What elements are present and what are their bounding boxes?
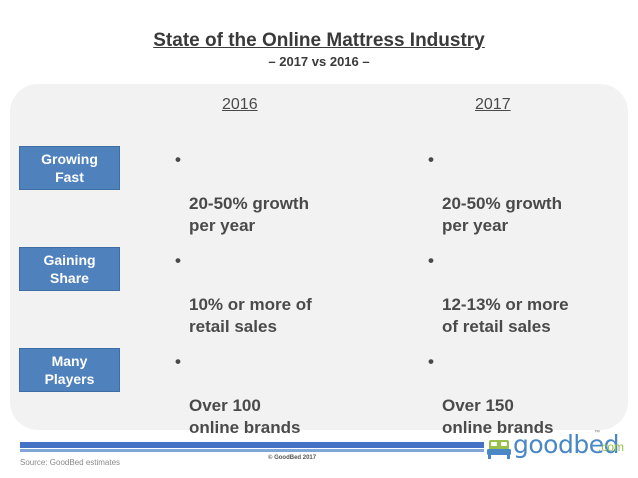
cell-2017-many-players: • Over 150 online brands	[428, 351, 553, 461]
logo-domain-suffix: .com	[598, 440, 625, 454]
bed-icon	[487, 440, 511, 459]
row-label-text: Growing Fast	[41, 151, 98, 185]
cell-2017-growing-fast: • 20-50% growth per year	[428, 149, 562, 259]
row-label-many-players: Many Players	[19, 348, 120, 392]
page-title: State of the Online Mattress Industry	[153, 30, 485, 51]
cell-text: 20-50% growth per year	[189, 194, 309, 235]
bullet: •	[428, 352, 434, 371]
cell-2016-gaining-share: • 10% or more of retail sales	[175, 250, 312, 360]
cell-2016-growing-fast: • 20-50% growth per year	[175, 149, 309, 259]
source-note: Source: GoodBed estimates	[20, 458, 121, 467]
row-label-growing-fast: Growing Fast	[19, 146, 120, 190]
column-header-2017: 2017	[475, 96, 511, 113]
cell-text: 12-13% or more of retail sales	[442, 295, 569, 336]
bullet: •	[175, 150, 181, 169]
row-label-text: Many Players	[44, 353, 95, 387]
footer-bar-accent	[20, 449, 484, 452]
cell-2016-many-players: • Over 100 online brands	[175, 351, 300, 461]
footer-bar	[20, 442, 484, 448]
bullet: •	[428, 150, 434, 169]
cell-text: 10% or more of retail sales	[189, 295, 312, 336]
row-label-gaining-share: Gaining Share	[19, 247, 120, 291]
copyright-note: © GoodBed 2017	[268, 455, 317, 461]
cell-text: Over 150 online brands	[442, 396, 554, 437]
cell-text: 20-50% growth per year	[442, 194, 562, 235]
column-header-2016: 2016	[222, 96, 258, 113]
row-label-text: Gaining Share	[43, 252, 96, 286]
page-subtitle: – 2017 vs 2016 –	[268, 54, 370, 69]
logo-wordmark: goodbed	[513, 430, 619, 459]
goodbed-logo: goodbed ™ .com	[486, 430, 625, 464]
bullet: •	[428, 251, 434, 270]
logo-trademark: ™	[594, 430, 600, 436]
cell-2017-gaining-share: • 12-13% or more of retail sales	[428, 250, 569, 360]
cell-text: Over 100 online brands	[189, 396, 301, 437]
bullet: •	[175, 352, 181, 371]
bullet: •	[175, 251, 181, 270]
